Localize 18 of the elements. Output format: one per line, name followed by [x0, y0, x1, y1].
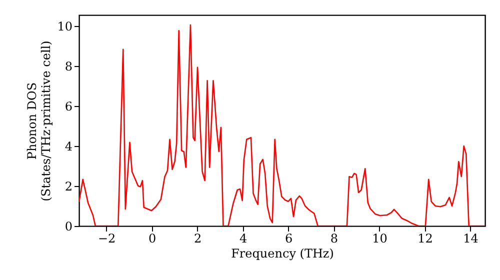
x-tick-label: 4 — [239, 232, 248, 246]
y-tick-label: 2 — [64, 180, 72, 194]
y-axis-title: Phonon DOS (States/THz·primitive cell) — [25, 40, 54, 202]
x-axis-title: Frequency (THz) — [231, 246, 334, 260]
x-tick-label: −2 — [98, 232, 116, 246]
y-tick-label: 6 — [64, 100, 72, 114]
x-tick-label: 0 — [148, 232, 156, 246]
line-series — [79, 24, 485, 226]
x-tick-label: 6 — [284, 232, 293, 246]
x-tick-label: 10 — [372, 232, 388, 246]
y-tick-label: 10 — [57, 20, 72, 34]
y-tick-label: 4 — [64, 140, 73, 154]
y-tick-label: 0 — [64, 220, 72, 234]
y-tick-label: 8 — [64, 60, 72, 74]
x-tick-label: 8 — [330, 232, 338, 246]
x-tick-label: 14 — [463, 232, 479, 246]
x-tick-label: 12 — [418, 232, 433, 246]
x-tick-label: 2 — [194, 232, 202, 246]
